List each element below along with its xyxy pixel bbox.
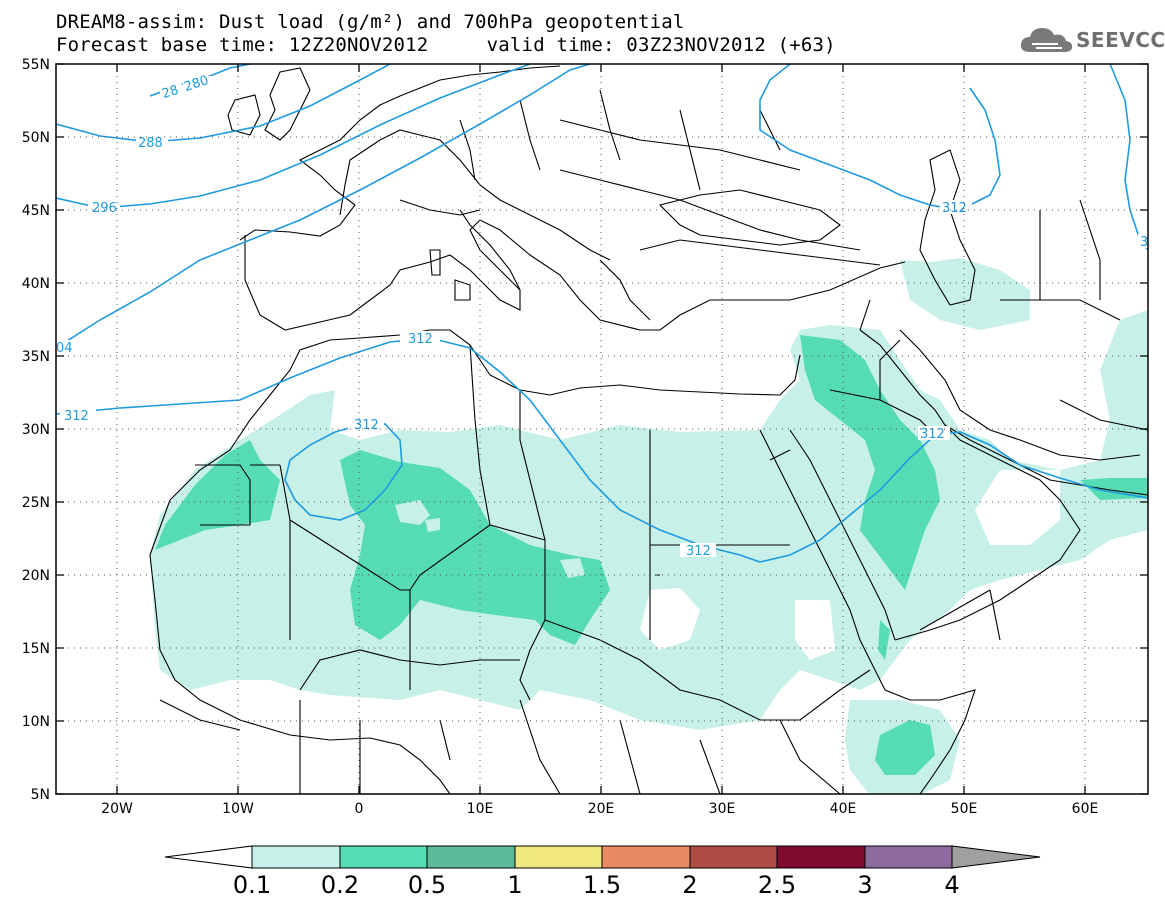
geopotential-contours	[56, 64, 1148, 563]
colorbar-segment	[251, 845, 341, 869]
lon-label: 50E	[951, 801, 978, 817]
lon-label: 10W	[222, 801, 254, 817]
map-title-line2: Forecast base time: 12Z20NOV2012 valid t…	[56, 34, 836, 56]
lon-label: 20E	[588, 801, 615, 817]
lat-label: 35N	[22, 349, 50, 365]
lat-label: 10N	[22, 714, 50, 730]
lon-label: 60E	[1072, 801, 1099, 817]
contour-label: 312	[942, 201, 967, 216]
lon-label: 30E	[709, 801, 736, 817]
contour-label: 312	[408, 332, 433, 347]
seevccc-logo: SEEVCCC	[1018, 22, 1165, 58]
colorbar	[164, 845, 1041, 869]
dust-medium-areas	[155, 335, 1148, 775]
colorbar-label: 0.5	[407, 871, 447, 899]
lat-label: 15N	[22, 641, 50, 657]
colorbar-segment	[864, 845, 953, 869]
contour-label: 3	[1140, 235, 1148, 250]
colorbar-label: 2	[682, 871, 698, 899]
contour-label: 296	[92, 201, 117, 216]
lat-label: 25N	[22, 495, 50, 511]
graticule	[56, 64, 1148, 794]
colorbar-segment	[601, 845, 691, 869]
contour-label: 04	[56, 341, 73, 356]
cloud-icon	[1020, 28, 1073, 52]
colorbar-left-arrow	[164, 845, 253, 869]
lon-label: 20W	[101, 801, 133, 817]
lon-label: 10E	[467, 801, 494, 817]
contour-label: 312	[354, 418, 379, 433]
lat-label: 50N	[22, 130, 50, 146]
contour-label: 280	[182, 73, 210, 95]
contour-label-group: 28 280 288 296 04 312 312 312 312 312 31…	[56, 73, 1148, 559]
contour-label: 312	[920, 427, 945, 442]
colorbar-label: 0.1	[232, 871, 272, 899]
lat-label: 45N	[22, 203, 50, 219]
lat-label: 40N	[22, 276, 50, 292]
lon-label: 0	[355, 801, 364, 817]
lat-label: 20N	[22, 568, 50, 584]
colorbar-label: 2.5	[757, 871, 797, 899]
colorbar-label: 4	[944, 871, 960, 899]
colorbar-right-arrow	[951, 845, 1041, 869]
contour-label: 312	[686, 544, 711, 559]
lat-label: 55N	[22, 57, 50, 73]
dust-free-areas	[640, 470, 1060, 660]
colorbar-label: 3	[857, 871, 873, 899]
contour-label: 288	[138, 136, 163, 151]
colorbar-segment	[426, 845, 516, 869]
dust-light-islands	[395, 500, 585, 578]
colorbar-label: 0.2	[320, 871, 360, 899]
colorbar-label: 1.5	[582, 871, 622, 899]
country-borders	[149, 65, 1148, 794]
colorbar-segment	[776, 845, 866, 869]
axis-ticks	[56, 63, 1148, 795]
colorbar-segment	[689, 845, 778, 869]
contour-label: 28	[160, 83, 180, 102]
colorbar-segment	[514, 845, 603, 869]
map-title-line1: DREAM8-assim: Dust load (g/m²) and 700hP…	[56, 11, 685, 33]
colorbar-label: 1	[507, 871, 523, 899]
logo-text: SEEVCCC	[1076, 28, 1165, 52]
lon-label: 40E	[830, 801, 857, 817]
lat-label: 5N	[31, 787, 50, 803]
colorbar-segment	[339, 845, 428, 869]
lat-label: 30N	[22, 422, 50, 438]
contour-label: 312	[64, 409, 89, 424]
